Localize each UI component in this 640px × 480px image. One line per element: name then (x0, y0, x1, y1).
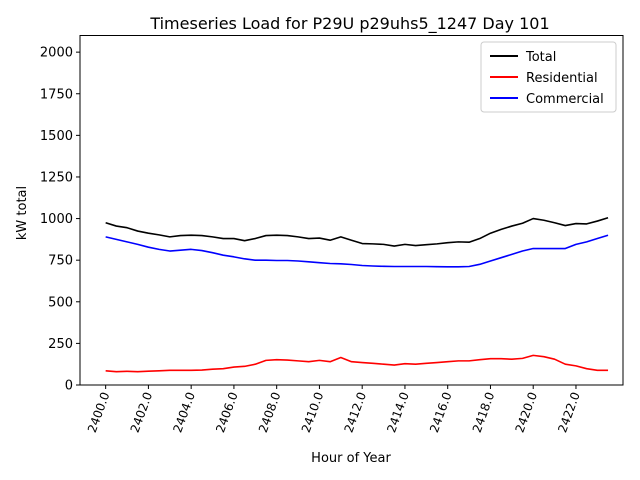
y-tick-label: 1500 (40, 129, 73, 144)
chart-title: Timeseries Load for P29U p29uhs5_1247 Da… (149, 14, 549, 34)
y-tick-label: 0 (65, 379, 73, 394)
series-line-commercial (105, 234, 609, 268)
y-tick-label: 2000 (40, 46, 73, 61)
x-tick-label: 2418.0 (470, 390, 498, 434)
y-tick-label: 1750 (40, 87, 73, 102)
series-line-total (105, 216, 609, 247)
x-tick-label: 2412.0 (341, 390, 369, 434)
legend-label-total: Total (525, 50, 556, 65)
x-tick-label: 2400.0 (85, 390, 113, 434)
series-line-residential (105, 354, 609, 373)
y-tick-label: 500 (48, 295, 73, 310)
y-tick-label: 250 (48, 337, 73, 352)
legend-label-commercial: Commercial (526, 92, 604, 107)
y-tick-label: 1250 (40, 170, 73, 185)
x-tick-label: 2402.0 (128, 390, 156, 434)
y-axis: 0 250 500 750 1000 1250 1500 1750 2000 (40, 46, 80, 394)
x-tick-label: 2404.0 (170, 390, 198, 434)
x-axis-label: Hour of Year (311, 451, 391, 466)
legend-label-residential: Residential (526, 71, 598, 86)
plot-frame (79, 35, 624, 386)
x-tick-label: 2414.0 (384, 390, 412, 434)
x-axis: 2400.0 2402.0 2404.0 2406.0 2408.0 2410.0 2412… (85, 385, 583, 434)
x-tick-label: 2422.0 (555, 390, 583, 434)
x-tick-label: 2408.0 (256, 390, 284, 434)
x-tick-label: 2416.0 (427, 390, 455, 434)
legend-box (480, 41, 617, 113)
y-tick-label: 750 (48, 254, 73, 269)
x-tick-label: 2406.0 (213, 390, 241, 434)
x-tick-label: 2410.0 (299, 390, 327, 434)
legend: Total Residential Commercial (480, 41, 617, 113)
series-layer (105, 216, 609, 373)
x-tick-label: 2420.0 (513, 390, 541, 434)
y-tick-label: 1000 (40, 212, 73, 227)
y-axis-label: kW total (15, 186, 30, 240)
